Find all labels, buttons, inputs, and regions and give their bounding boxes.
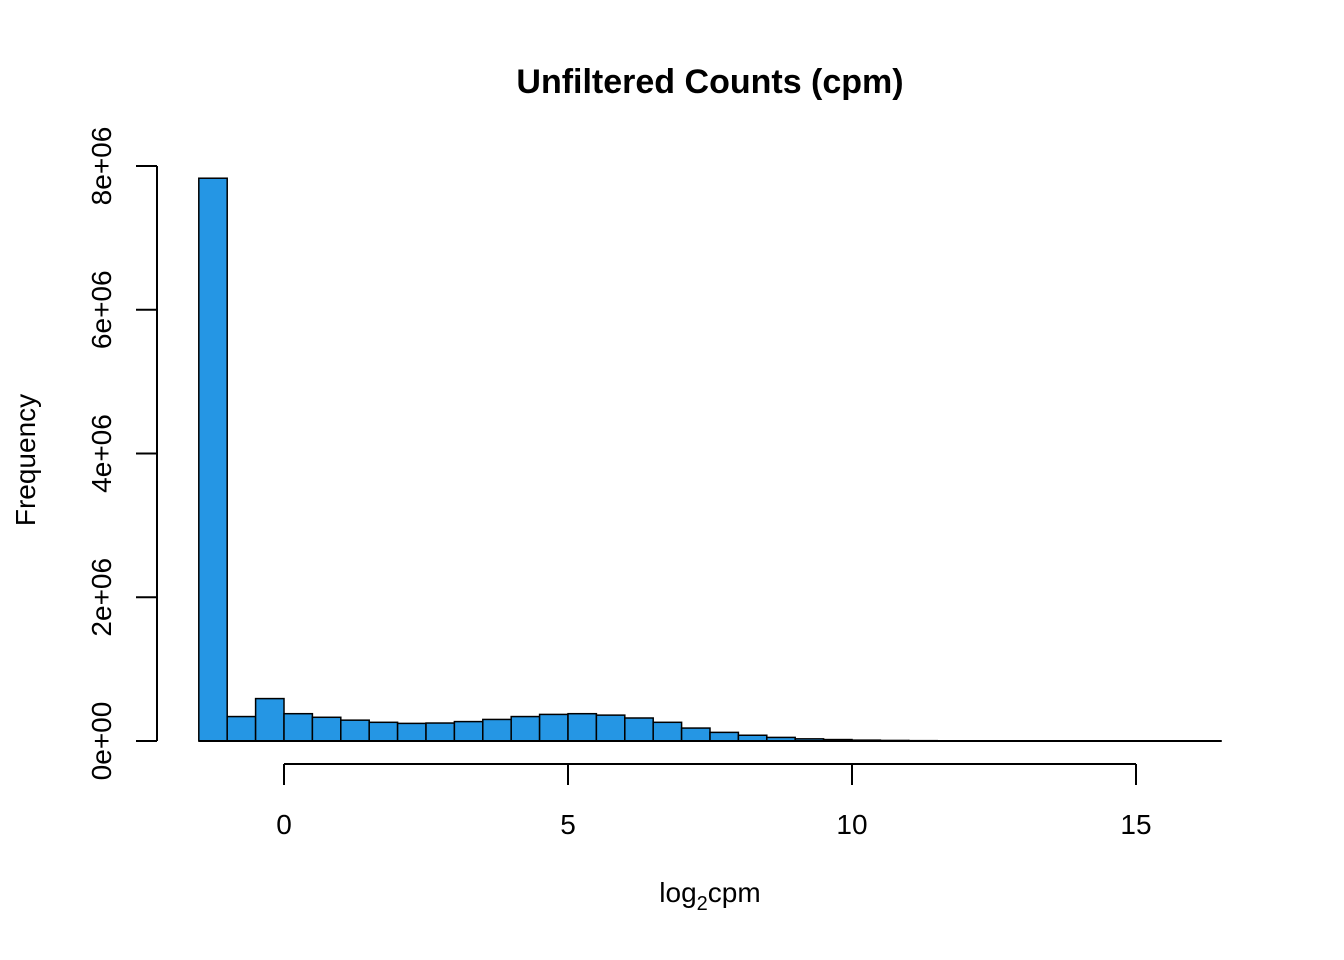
x-tick-label: 10	[836, 809, 867, 840]
histogram-bar	[396, 722, 427, 742]
histogram-bar	[340, 719, 370, 742]
histogram-bar	[680, 727, 711, 742]
histogram-bar	[538, 713, 569, 742]
y-axis: 0e+00 2e+06 4e+06 6e+06 8e+06	[86, 127, 158, 781]
y-tick-label: 2e+06	[86, 558, 117, 637]
histogram-bar	[453, 720, 484, 742]
histogram-bar	[425, 722, 456, 742]
y-tick-label: 8e+06	[86, 127, 117, 206]
y-axis-label: Frequency	[10, 394, 41, 526]
x-axis-label: log2cpm	[659, 877, 760, 915]
histogram-bar	[226, 715, 257, 742]
histogram-bar	[567, 712, 598, 742]
histogram-bar	[652, 721, 683, 742]
y-tick-label: 0e+00	[86, 702, 117, 781]
bars-group	[198, 177, 1222, 742]
x-tick-label: 15	[1120, 809, 1151, 840]
x-axis: 0 5 10 15	[276, 763, 1152, 840]
histogram-bar	[254, 697, 285, 742]
histogram-bar	[198, 177, 228, 742]
chart-title: Unfiltered Counts (cpm)	[516, 63, 903, 101]
histogram-bar	[709, 731, 740, 742]
histogram-bar	[482, 718, 512, 742]
y-tick-label: 6e+06	[86, 270, 117, 349]
histogram-bar	[624, 717, 654, 742]
x-axis-label-base: log	[659, 877, 696, 908]
histogram-bar	[311, 716, 342, 742]
x-tick-label: 5	[560, 809, 576, 840]
x-tick-label: 0	[276, 809, 292, 840]
x-axis-label-rest: cpm	[708, 877, 761, 908]
histogram-bar	[595, 714, 626, 742]
y-tick-label: 4e+06	[86, 414, 117, 493]
histogram-bar	[510, 715, 541, 742]
histogram-bar	[283, 712, 314, 742]
x-axis-label-subscript: 2	[697, 893, 708, 915]
histogram-bar	[368, 721, 399, 742]
